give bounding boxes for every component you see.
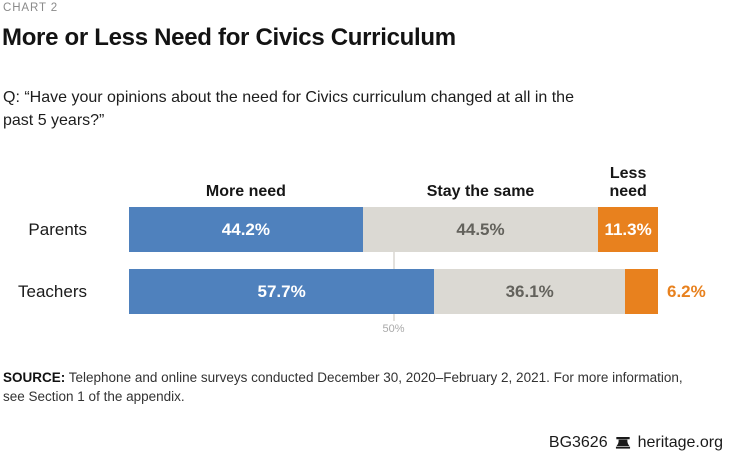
survey-question: Q: “Have your opinions about the need fo… xyxy=(3,86,574,132)
bar-track-teachers: 57.7% 36.1% xyxy=(129,269,658,314)
heritage-bell-logo-icon xyxy=(615,437,630,449)
value-label-outside-less-need: 6.2% xyxy=(667,281,706,301)
bar-row-teachers: Teachers 57.7% 36.1% 6.2% xyxy=(0,269,734,314)
survey-question-line1: Q: “Have your opinions about the need fo… xyxy=(3,89,574,106)
source-line2: see Section 1 of the appendix. xyxy=(3,389,185,404)
source-label: SOURCE: xyxy=(3,370,66,385)
legend-less-need: Less need xyxy=(609,165,647,200)
legend-more-need: More need xyxy=(205,183,286,200)
site-name: heritage.org xyxy=(637,434,723,451)
bar-segment-stay-the-same: 36.1% xyxy=(434,269,626,314)
gridline-50pct xyxy=(392,252,395,269)
page-title: More or Less Need for Civics Curriculum xyxy=(2,24,456,51)
survey-question-line2: past 5 years?” xyxy=(3,112,105,129)
axis-tick-50pct xyxy=(392,314,395,321)
source-line1: SOURCE: Telephone and online surveys con… xyxy=(3,368,723,387)
axis-tick-label: 50% xyxy=(382,323,405,335)
report-id: BG3626 xyxy=(548,434,608,451)
bar-segment-less-need xyxy=(625,269,658,314)
footer-brandline: BG3626 heritage.org xyxy=(549,434,723,452)
bar-segment-more-need: 44.2% xyxy=(129,207,363,252)
row-label-teachers: Teachers xyxy=(18,281,87,301)
bar-segment-less-need: 11.3% xyxy=(598,207,658,252)
row-label-parents: Parents xyxy=(28,219,87,239)
bar-track-parents: 44.2% 44.5% 11.3% xyxy=(129,207,658,252)
legend-stay-the-same: Stay the same xyxy=(426,183,535,200)
stacked-bar-chart: More need Stay the same Less need Parents 4… xyxy=(0,155,734,345)
source-text1: Telephone and online surveys conducted D… xyxy=(65,370,683,385)
chart-kicker: CHART 2 xyxy=(3,2,59,14)
legend-row: More need Stay the same Less need xyxy=(129,155,658,203)
bar-row-parents: Parents 44.2% 44.5% 11.3% xyxy=(0,207,734,252)
bar-segment-stay-the-same: 44.5% xyxy=(362,207,599,252)
bar-segment-more-need: 57.7% xyxy=(129,269,435,314)
source-note: SOURCE: Telephone and online surveys con… xyxy=(3,368,723,406)
